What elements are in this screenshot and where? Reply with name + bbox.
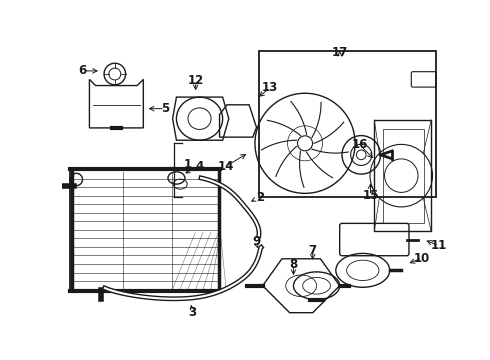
- Text: 10: 10: [414, 252, 430, 265]
- Text: 11: 11: [431, 239, 447, 252]
- Bar: [70, 170, 221, 289]
- Text: 17: 17: [332, 46, 348, 59]
- Text: 8: 8: [290, 258, 297, 271]
- Text: 6: 6: [78, 64, 87, 77]
- Bar: [259, 51, 436, 197]
- Text: 15: 15: [362, 189, 379, 202]
- Text: 3: 3: [189, 306, 197, 319]
- Text: 2: 2: [257, 191, 265, 204]
- Text: 9: 9: [252, 235, 261, 248]
- Text: 1: 1: [184, 158, 192, 171]
- Text: 4: 4: [196, 160, 204, 173]
- Text: 5: 5: [161, 102, 169, 115]
- Text: 12: 12: [188, 74, 204, 87]
- Text: 13: 13: [262, 81, 278, 94]
- Text: 16: 16: [351, 138, 368, 151]
- Text: 7: 7: [309, 244, 317, 257]
- Text: 14: 14: [218, 160, 234, 173]
